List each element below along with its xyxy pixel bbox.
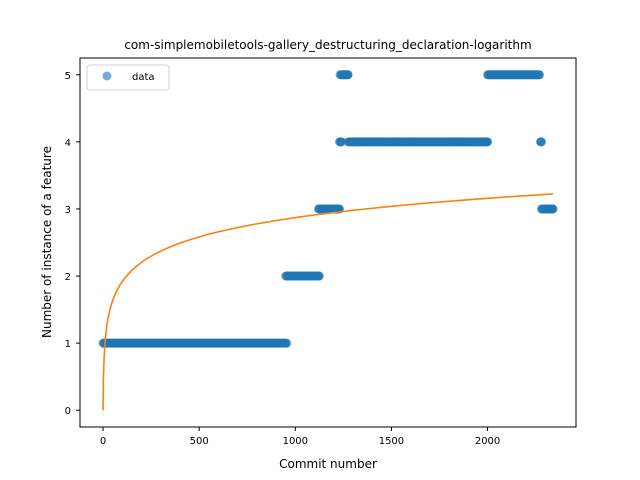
x-tick-label: 0 (100, 436, 106, 447)
data-point (536, 137, 546, 147)
legend-marker-data (102, 71, 112, 81)
y-tick-label: 1 (65, 339, 71, 350)
x-axis-title: Commit number (279, 457, 377, 471)
y-axis: 0 1 2 3 4 5 (65, 71, 80, 417)
data-point (534, 70, 544, 80)
x-axis: 0 500 1000 1500 2000 (100, 427, 500, 447)
x-tick-label: 1000 (283, 436, 308, 447)
x-tick-label: 500 (190, 436, 209, 447)
data-point (314, 271, 324, 281)
x-tick-label: 1500 (379, 436, 404, 447)
fit-line (102, 193, 553, 411)
data-point (483, 137, 493, 147)
y-tick-label: 0 (65, 406, 71, 417)
data-series (98, 70, 558, 348)
y-axis-title: Number of instance of a feature (40, 146, 54, 338)
y-tick-label: 2 (65, 272, 71, 283)
x-tick-label: 2000 (475, 436, 500, 447)
chart-title: com-simplemobiletools-gallery_destructur… (124, 38, 531, 52)
y-tick-label: 4 (65, 138, 71, 149)
legend-box (86, 64, 170, 91)
data-point (548, 204, 558, 214)
data-marks (98, 70, 558, 411)
data-point (343, 70, 353, 80)
legend: data (86, 64, 170, 91)
axes-frame (79, 57, 577, 428)
legend-label-data: data (132, 72, 155, 83)
y-tick-label: 3 (65, 205, 71, 216)
y-tick-label: 5 (65, 71, 71, 82)
data-point (336, 137, 346, 147)
data-point (282, 338, 292, 348)
